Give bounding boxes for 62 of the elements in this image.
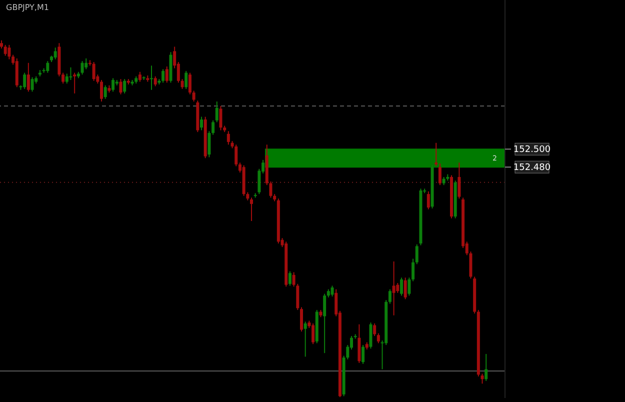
candlestick: [188, 72, 192, 95]
candlestick: [200, 116, 203, 131]
candlestick: [208, 130, 211, 158]
candlestick: [26, 62, 30, 92]
candlestick: [400, 277, 403, 296]
candlestick: [300, 306, 303, 332]
candlestick: [100, 79, 103, 102]
candlestick: [312, 322, 315, 345]
candlestick: [84, 58, 88, 70]
candlestick: [119, 78, 122, 95]
chart-title: GBPJPY,M1: [6, 3, 49, 12]
candlestick: [23, 72, 26, 90]
candlestick: [80, 60, 84, 76]
candlestick: [150, 65, 153, 90]
candlestick: [392, 260, 396, 316]
candlestick: [234, 144, 238, 167]
candlestick: [165, 66, 168, 84]
candlestick: [138, 71, 142, 82]
candlestick: [226, 130, 230, 146]
candlestick: [69, 66, 72, 80]
candlestick: [73, 72, 76, 94]
candlestick: [112, 78, 115, 92]
candlestick: [434, 142, 438, 167]
candlestick: [219, 106, 222, 131]
candlestick: [415, 244, 418, 265]
candlestick: [212, 120, 215, 136]
candlestick: [330, 285, 334, 297]
candlestick: [412, 258, 415, 282]
candlestick: [426, 190, 430, 210]
candlestick: [8, 44, 11, 60]
candlestick: [288, 270, 292, 286]
candlestick: [388, 288, 392, 304]
candlestick: [458, 162, 461, 200]
candlestick: [154, 76, 157, 87]
candlestick: [54, 47, 57, 60]
candlestick: [92, 61, 96, 82]
candlestick: [373, 322, 376, 337]
candlestick: [323, 293, 326, 354]
candlestick: [215, 101, 218, 123]
candlestick: [46, 60, 50, 74]
candlestick: [438, 163, 442, 186]
candlestick: [304, 321, 307, 358]
candlestick: [184, 70, 188, 90]
candlestick: [362, 344, 365, 364]
candlestick: [180, 78, 184, 90]
candlestick: [358, 324, 361, 364]
candlestick: [30, 76, 34, 92]
candlestick: [62, 72, 65, 84]
candlestick: [123, 78, 126, 94]
candlestick: [250, 197, 253, 222]
candlestick: [104, 84, 107, 100]
candlestick: [162, 68, 165, 84]
candlestick: [376, 332, 380, 344]
y-tick-label: 152.500: [513, 145, 551, 156]
candlestick: [484, 353, 488, 382]
candlestick: [404, 277, 407, 300]
candlestick: [369, 322, 372, 350]
candlestick: [4, 44, 7, 56]
candlestick: [480, 373, 484, 384]
y-tick-label: 152.480: [513, 163, 551, 174]
candlestick: [192, 90, 196, 102]
candlestick: [408, 277, 411, 296]
